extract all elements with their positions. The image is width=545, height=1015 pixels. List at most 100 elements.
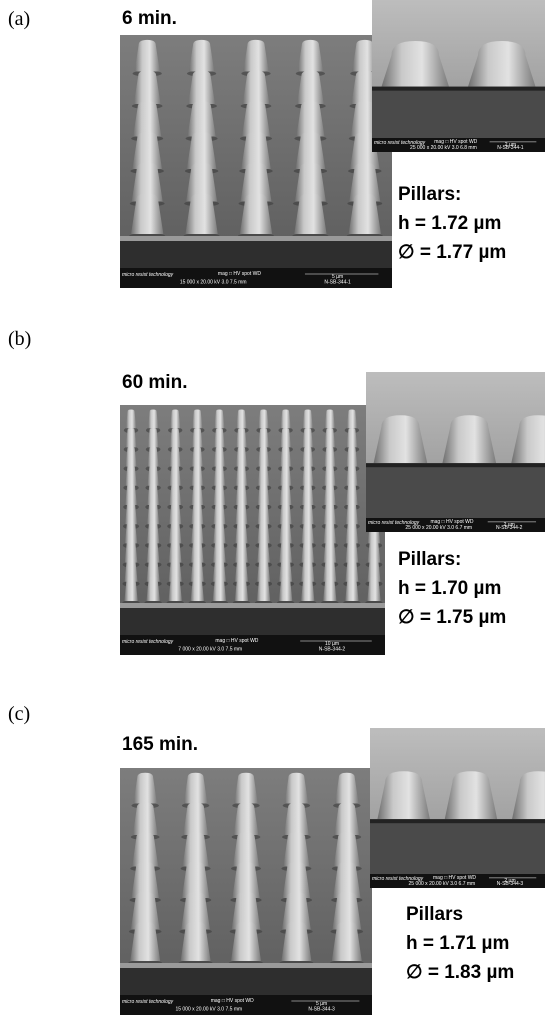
- pillar: [239, 193, 273, 234]
- pillar: [279, 539, 292, 563]
- pillar: [169, 483, 182, 505]
- substrate-face: [120, 603, 385, 608]
- pillar: [284, 802, 309, 835]
- pillar: [125, 465, 137, 486]
- pillar: [133, 772, 157, 804]
- pillar: [302, 428, 314, 448]
- time-label: 165 min.: [122, 734, 198, 755]
- pillar: [257, 502, 270, 525]
- pillar: [235, 539, 248, 563]
- sem-main-image: micro resist technology mag □ HV spot WD 1…: [120, 35, 392, 288]
- substrate-top: [372, 86, 545, 91]
- pillar: [190, 539, 204, 563]
- pillar: [332, 891, 362, 930]
- pillar: [468, 41, 536, 87]
- pillar: [214, 409, 225, 429]
- pillar: [146, 558, 160, 582]
- pillar: [146, 539, 160, 563]
- pillar: [334, 802, 360, 835]
- pillar: [169, 428, 181, 448]
- pillar: [333, 832, 360, 867]
- sem-inset-image: micro resist technology mag □ HV spot WD2…: [370, 728, 545, 888]
- pillar: [180, 921, 211, 961]
- pillar: [279, 558, 293, 582]
- sem-info-values: 25 000 x 20.00 kV 3.0 6.7 mm: [409, 881, 476, 887]
- sem-info-header: mag □ HV spot WD: [211, 998, 254, 1004]
- substrate-edge: [120, 605, 385, 635]
- pillar: [297, 70, 324, 104]
- info-bar: [372, 138, 545, 152]
- pillar: [235, 465, 248, 486]
- pillar: [257, 483, 270, 505]
- pillar: [301, 576, 315, 601]
- pillar: [213, 539, 226, 563]
- pillar: [191, 446, 203, 467]
- pillar: [130, 921, 161, 961]
- pillar: [125, 502, 138, 525]
- pillar: [323, 502, 336, 525]
- pillar: [351, 70, 379, 104]
- sem-info-values: 25 000 x 20.00 kV 3.0 6.7 mm: [405, 525, 472, 531]
- pillar: [168, 558, 182, 582]
- pillar: [367, 558, 381, 582]
- pillar: [131, 162, 163, 202]
- pillar: [512, 771, 545, 820]
- sem-info-values: 15 000 x 20.00 kV 3.0 7.5 mm: [180, 280, 247, 286]
- pillar: [257, 558, 271, 582]
- substrate-top: [370, 819, 545, 824]
- pillar: [186, 132, 217, 169]
- pillar: [350, 101, 379, 137]
- pillar: [124, 539, 138, 563]
- pillar: [191, 502, 204, 525]
- pillar: [169, 446, 181, 467]
- substrate-edge: [120, 238, 392, 268]
- pillar: [301, 520, 314, 544]
- pillar: [146, 576, 160, 601]
- pillar: [302, 446, 314, 467]
- pillar: [297, 39, 324, 72]
- pillar: [187, 101, 216, 137]
- pillar: [234, 576, 249, 601]
- pillar: [147, 465, 159, 486]
- pillar: [181, 891, 210, 930]
- pillar-pillars-title: Pillars:: [398, 184, 461, 205]
- pillar: [333, 862, 361, 898]
- pillar: [186, 162, 218, 202]
- pillar: [324, 465, 336, 486]
- pillar: [146, 520, 160, 544]
- pillar: [301, 483, 314, 505]
- pillar: [125, 483, 137, 505]
- pillar: [302, 409, 313, 429]
- pillar: [242, 70, 270, 104]
- pillar: [191, 483, 204, 505]
- pillar: [295, 132, 326, 169]
- sem-info-values: 25 000 x 20.00 kV 3.0 6.8 mm: [410, 145, 477, 151]
- pillar: [367, 576, 381, 601]
- pillar: [345, 558, 359, 582]
- pillar: [323, 576, 337, 601]
- sem-info-header: mag □ HV spot WD: [434, 139, 477, 145]
- sem-sample: N-SB-344-2: [496, 525, 523, 531]
- sem-main-image: micro resist technology mag □ HV spot WD 1…: [120, 768, 372, 1015]
- pillar: [125, 409, 137, 429]
- panel-label: (b): [8, 328, 31, 350]
- pillar: [323, 483, 336, 505]
- sem-info-header: mag □ HV spot WD: [430, 519, 473, 525]
- pillar: [213, 446, 225, 467]
- substrate-edge: [120, 965, 372, 995]
- pillar: [280, 409, 291, 429]
- pillar: [345, 539, 359, 563]
- pillar: [147, 409, 159, 429]
- pillar: [169, 502, 182, 525]
- pillar-height: h = 1.70 µm: [398, 578, 501, 599]
- pillar: [257, 465, 270, 486]
- sem-sample: N-SB-344-3: [497, 881, 524, 887]
- pillar: [444, 771, 498, 820]
- pillar-height: h = 1.71 µm: [406, 933, 509, 954]
- sem-brand: micro resist technology: [372, 876, 424, 882]
- panel-label: (a): [8, 8, 30, 30]
- pillar: [233, 802, 259, 835]
- pillar-diameter: ∅ = 1.75 µm: [398, 607, 506, 628]
- pillar: [323, 520, 336, 544]
- pillar: [282, 862, 311, 898]
